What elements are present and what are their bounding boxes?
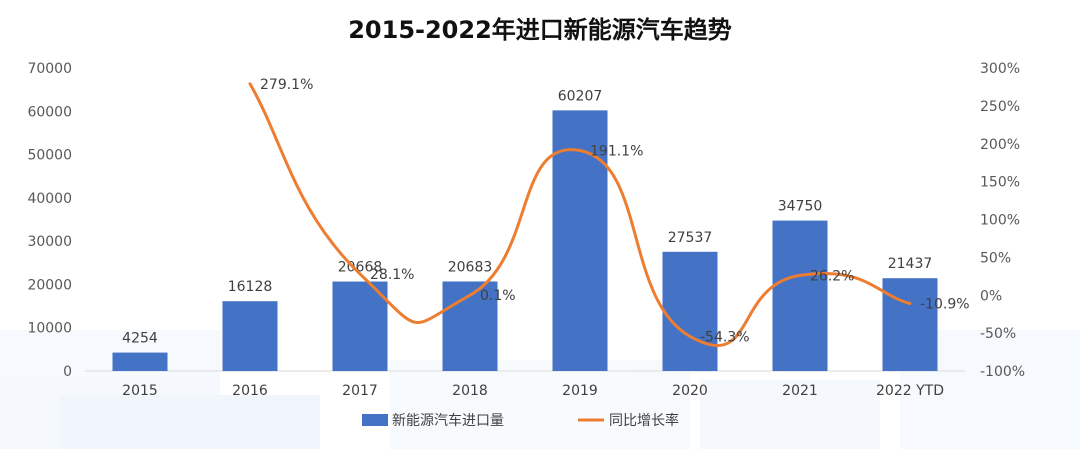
bar — [112, 352, 168, 371]
right-tick-label: 200% — [980, 137, 1020, 153]
chart-title: 2015-2022年进口新能源汽车趋势 — [348, 16, 732, 44]
category-label: 2016 — [232, 383, 268, 399]
right-tick-label: -50% — [980, 326, 1016, 342]
category-label: 2019 — [562, 383, 598, 399]
line-series — [248, 82, 912, 348]
line-value-label: -54.3% — [700, 329, 750, 345]
right-tick-label: 100% — [980, 213, 1020, 229]
bar — [882, 278, 938, 371]
left-tick-label: 20000 — [27, 277, 72, 293]
left-tick-label: 10000 — [27, 321, 72, 337]
bar — [772, 220, 828, 371]
left-axis-ticks: 0 10000 20000 30000 40000 50000 60000 70000 — [27, 61, 72, 380]
line-data-labels: 279.1% 28.1% 0.1% 191.1% -54.3% 26.2% -10.9% — [260, 77, 970, 346]
right-tick-label: 250% — [980, 99, 1020, 115]
bar-value-label: 21437 — [888, 256, 933, 272]
left-tick-label: 50000 — [27, 148, 72, 164]
category-labels: 2015 2016 2017 2018 2019 2020 2021 2022 YTD — [122, 383, 944, 399]
bar — [662, 251, 718, 371]
bar-value-label: 4254 — [122, 331, 158, 347]
left-tick-label: 40000 — [27, 191, 72, 207]
category-label: 2015 — [122, 383, 158, 399]
category-label: 2017 — [342, 383, 378, 399]
right-tick-label: 50% — [980, 250, 1011, 266]
line-value-label: 279.1% — [260, 77, 313, 93]
growth-rate-line — [248, 82, 912, 348]
right-tick-label: 300% — [980, 61, 1020, 77]
bar — [222, 301, 278, 371]
right-tick-label: 150% — [980, 175, 1020, 191]
line-value-label: 28.1% — [370, 267, 414, 283]
left-tick-label: 70000 — [27, 61, 72, 77]
category-label: 2018 — [452, 383, 488, 399]
line-value-label: -10.9% — [920, 297, 970, 313]
background-watermark — [0, 330, 1080, 449]
bar — [552, 110, 608, 371]
right-tick-label: -100% — [980, 364, 1025, 380]
line-value-label: 0.1% — [480, 288, 516, 304]
category-label: 2021 — [782, 383, 818, 399]
bar-value-label: 34750 — [778, 199, 823, 215]
left-tick-label: 0 — [63, 364, 72, 380]
bar — [332, 281, 388, 371]
bar-value-label: 20683 — [448, 259, 493, 275]
legend-label-bar: 新能源汽车进口量 — [392, 412, 504, 429]
bar-value-label: 16128 — [228, 279, 273, 295]
bar-value-label: 27537 — [668, 230, 713, 246]
category-label: 2022 YTD — [876, 383, 944, 399]
category-label: 2020 — [672, 383, 708, 399]
bar-value-label: 60207 — [558, 88, 603, 104]
legend-label-line: 同比增长率 — [609, 412, 679, 429]
left-tick-label: 30000 — [27, 234, 72, 250]
left-tick-label: 60000 — [27, 104, 72, 120]
bar-series — [112, 110, 938, 371]
line-value-label: 191.1% — [590, 143, 643, 159]
legend-swatch-bar — [362, 414, 388, 426]
right-axis-ticks: -100% -50% 0% 50% 100% 150% 200% 250% 300% — [980, 61, 1025, 380]
right-tick-label: 0% — [980, 288, 1002, 304]
line-value-label: 26.2% — [810, 268, 854, 284]
legend: 新能源汽车进口量 同比增长率 — [362, 412, 679, 429]
